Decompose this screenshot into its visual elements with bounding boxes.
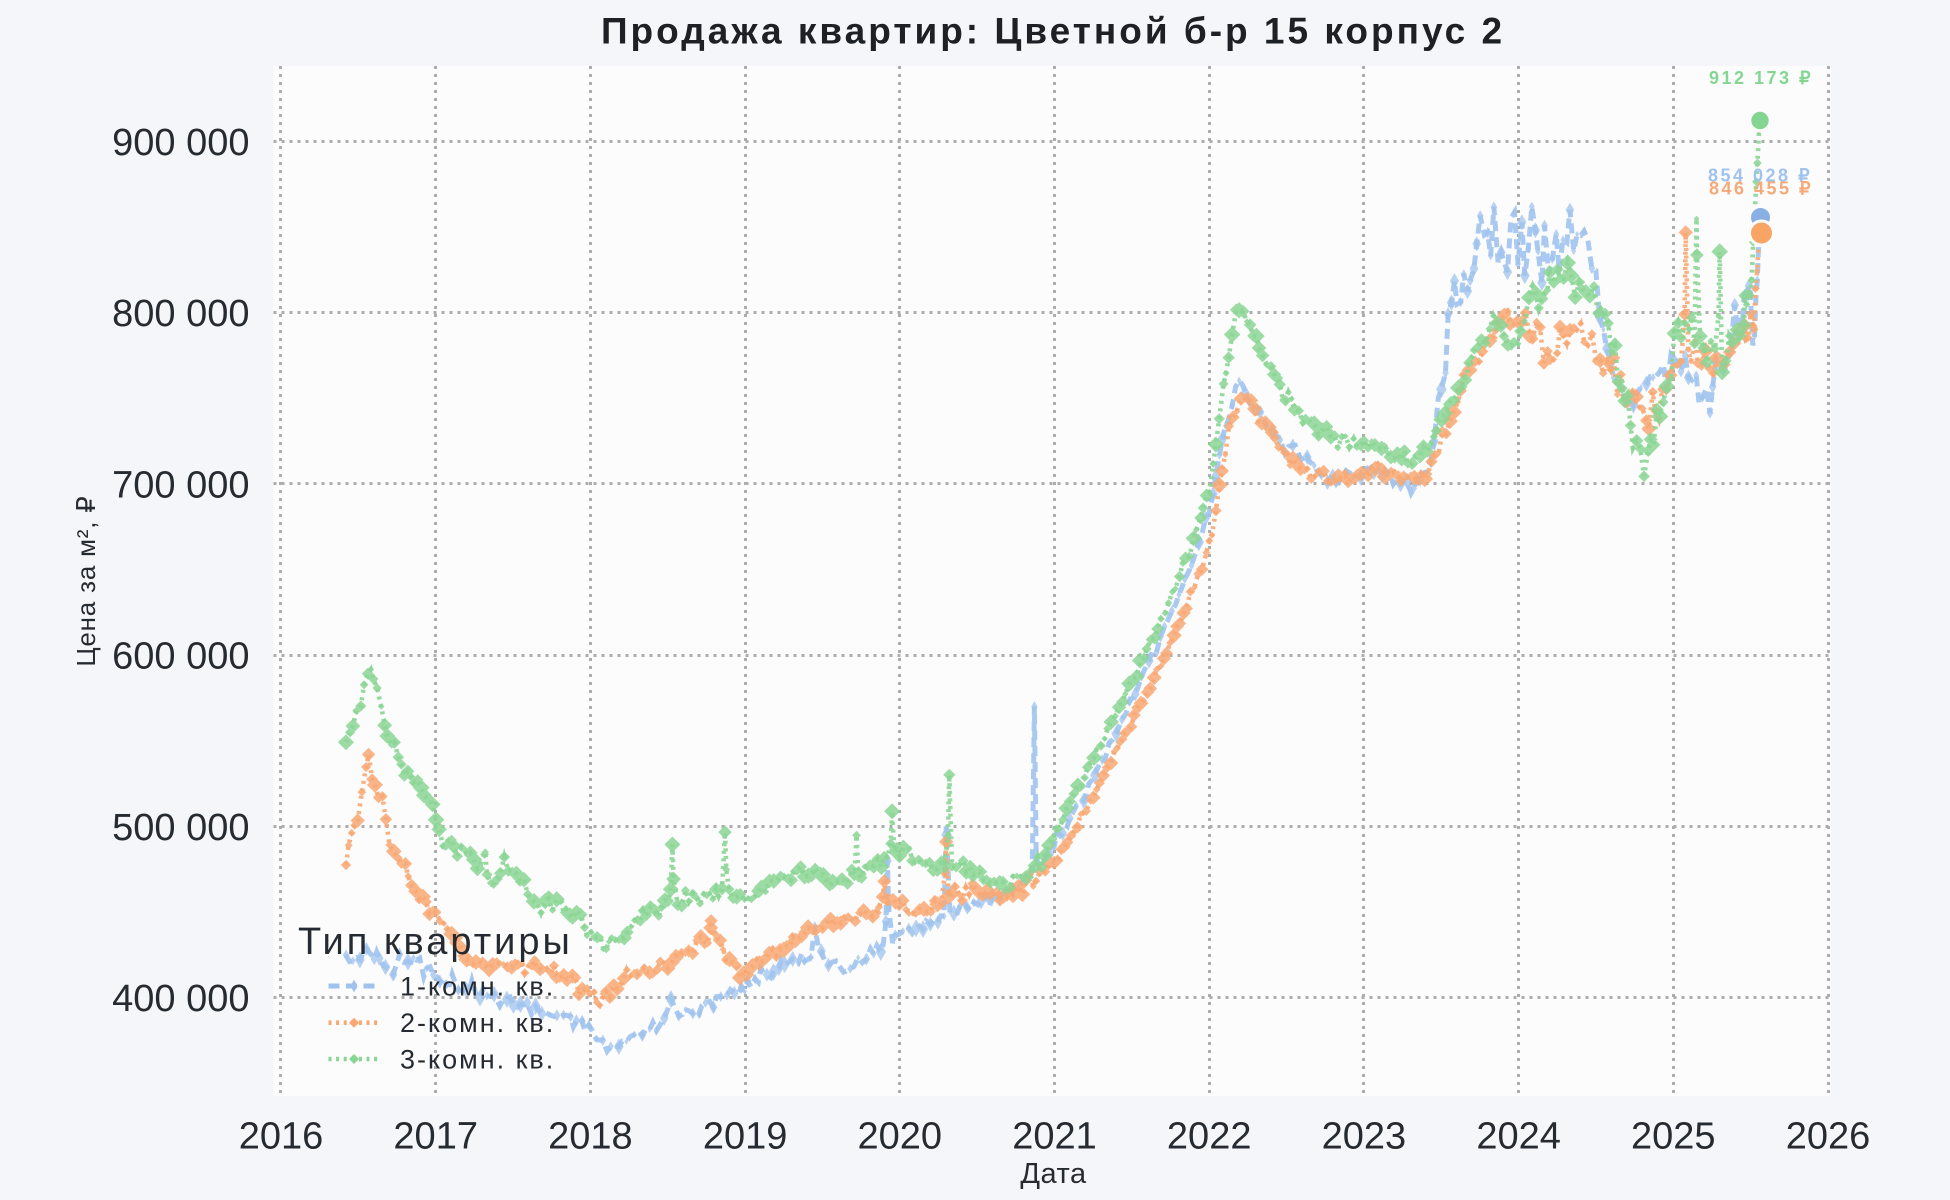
svg-text:2020: 2020 xyxy=(858,1116,943,1158)
svg-text:2025: 2025 xyxy=(1631,1116,1716,1158)
svg-text:Цена за м², ₽: Цена за м², ₽ xyxy=(71,495,101,666)
svg-text:800 000: 800 000 xyxy=(112,293,249,335)
svg-text:2024: 2024 xyxy=(1476,1116,1561,1158)
svg-text:2022: 2022 xyxy=(1167,1116,1252,1158)
svg-text:846 455 ₽: 846 455 ₽ xyxy=(1709,179,1813,199)
svg-text:600 000: 600 000 xyxy=(112,636,249,678)
svg-text:2018: 2018 xyxy=(548,1116,633,1158)
svg-text:500 000: 500 000 xyxy=(112,807,249,849)
svg-text:854 028 ₽: 854 028 ₽ xyxy=(1708,166,1812,186)
svg-text:2026: 2026 xyxy=(1786,1116,1871,1158)
svg-text:2016: 2016 xyxy=(239,1116,324,1158)
svg-text:900 000: 900 000 xyxy=(112,122,249,164)
svg-text:2017: 2017 xyxy=(393,1116,478,1158)
svg-text:Дата: Дата xyxy=(1020,1158,1087,1190)
svg-text:Тип квартиры: Тип квартиры xyxy=(298,921,573,963)
svg-text:2019: 2019 xyxy=(703,1116,788,1158)
svg-text:3-комн. кв.: 3-комн. кв. xyxy=(400,1044,555,1074)
svg-text:2-комн. кв.: 2-комн. кв. xyxy=(400,1008,555,1038)
svg-text:2021: 2021 xyxy=(1012,1116,1097,1158)
svg-text:2023: 2023 xyxy=(1322,1116,1407,1158)
svg-text:700 000: 700 000 xyxy=(112,464,249,506)
svg-text:400 000: 400 000 xyxy=(112,978,249,1020)
svg-text:1-комн. кв.: 1-комн. кв. xyxy=(400,972,555,1002)
svg-text:912 173 ₽: 912 173 ₽ xyxy=(1709,68,1813,88)
svg-text:Продажа квартир: Цветной б-р 1: Продажа квартир: Цветной б-р 15 корпус 2 xyxy=(601,11,1505,52)
